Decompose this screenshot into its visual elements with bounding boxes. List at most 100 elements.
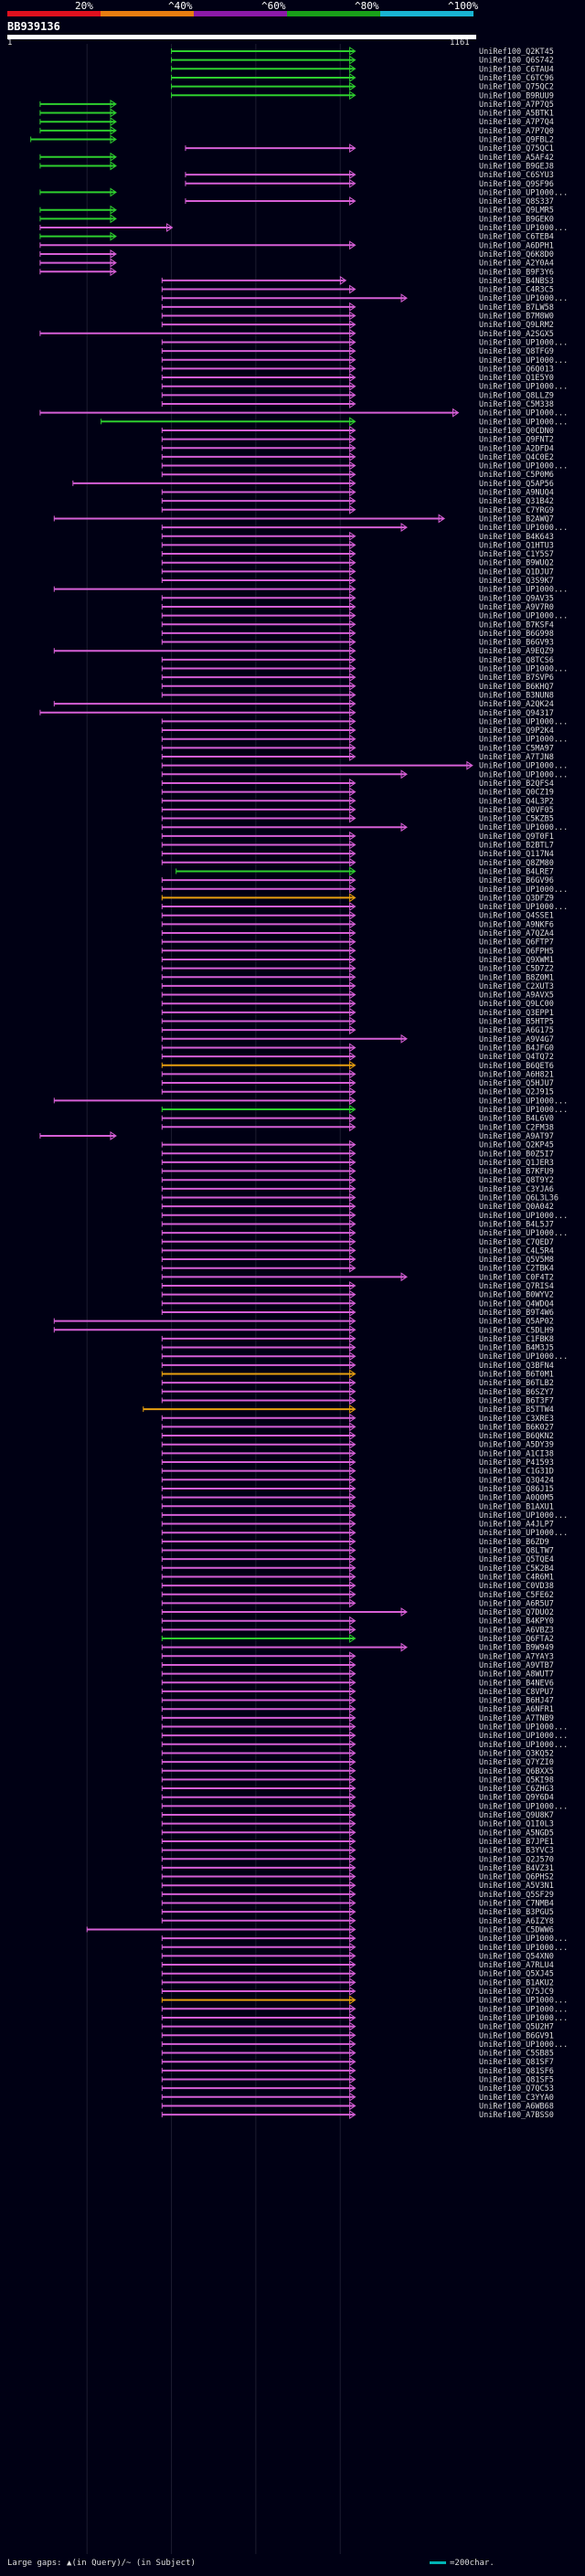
hit-row[interactable]: UniRef100_Q8TFG9 <box>161 346 554 356</box>
hit-label[interactable]: UniRef100_A2SGX5 <box>479 330 554 339</box>
hit-row[interactable]: UniRef100_B6GV96 <box>161 875 554 885</box>
hit-label[interactable]: UniRef100_Q81SF5 <box>479 2076 554 2085</box>
hit-row[interactable]: UniRef100_Q9Y6D4 <box>161 1792 554 1803</box>
hit-label[interactable]: UniRef100_C5D7Z2 <box>479 965 554 974</box>
hit-row[interactable]: UniRef100_A9V4G7 <box>161 1034 554 1044</box>
hit-row[interactable]: UniRef100_A9AVX5 <box>161 990 554 1001</box>
hit-label[interactable]: UniRef100_Q4SSE1 <box>479 912 554 921</box>
hit-row[interactable]: UniRef100_Q9LC00 <box>161 999 554 1009</box>
hit-label[interactable]: UniRef100_C4L5R4 <box>479 1246 554 1256</box>
hit-row[interactable]: UniRef100_Q5TQE4 <box>161 1554 554 1564</box>
hit-label[interactable]: UniRef100_UP1000... <box>479 1352 568 1362</box>
hit-label[interactable]: UniRef100_C5P0M6 <box>479 471 554 480</box>
hit-row[interactable]: UniRef100_Q4TQ72 <box>161 1052 554 1062</box>
hit-label[interactable]: UniRef100_UP1000... <box>479 1732 568 1741</box>
hit-row[interactable]: UniRef100_C5D7Z2 <box>161 963 554 974</box>
hit-row[interactable]: UniRef100_UP1000... <box>161 1510 568 1521</box>
hit-row[interactable]: UniRef100_C5DLH9 <box>53 1325 554 1335</box>
hit-label[interactable]: UniRef100_Q9Y6D4 <box>479 1794 554 1803</box>
hit-row[interactable]: UniRef100_UP1000... <box>101 417 569 427</box>
hit-row[interactable]: UniRef100_C7QED7 <box>161 1236 554 1247</box>
hit-label[interactable]: UniRef100_UP1000... <box>479 224 568 233</box>
hit-label[interactable]: UniRef100_B6QKN2 <box>479 1432 554 1441</box>
hit-label[interactable]: UniRef100_Q94317 <box>479 709 554 718</box>
hit-label[interactable]: UniRef100_Q6S742 <box>479 57 554 66</box>
hit-label[interactable]: UniRef100_Q7QC53 <box>479 2084 554 2094</box>
hit-row[interactable]: UniRef100_UP1000... <box>161 822 568 832</box>
hit-label[interactable]: UniRef100_A2Y0A4 <box>479 260 554 269</box>
hit-row[interactable]: UniRef100_UP1000... <box>161 1934 568 1944</box>
hit-row[interactable]: UniRef100_Q7YZI0 <box>161 1757 554 1767</box>
hit-label[interactable]: UniRef100_UP1000... <box>479 1935 568 1944</box>
hit-row[interactable]: UniRef100_C1FBK8 <box>161 1333 554 1344</box>
hit-row[interactable]: UniRef100_UP1000... <box>161 461 568 472</box>
hit-label[interactable]: UniRef100_A4JLP7 <box>479 1521 554 1530</box>
hit-row[interactable]: UniRef100_B6K027 <box>161 1422 554 1432</box>
hit-row[interactable]: UniRef100_B6TLB2 <box>161 1378 554 1388</box>
hit-label[interactable]: UniRef100_B2QFS4 <box>479 779 554 789</box>
hit-label[interactable]: UniRef100_B7LW58 <box>479 303 554 313</box>
hit-label[interactable]: UniRef100_A9V7R0 <box>479 603 554 612</box>
hit-label[interactable]: UniRef100_A7QZA4 <box>479 929 554 938</box>
hit-row[interactable]: UniRef100_C3YYA0 <box>161 2092 554 2103</box>
hit-row[interactable]: UniRef100_UP1000... <box>161 2004 568 2014</box>
hit-label[interactable]: UniRef100_A2QK24 <box>479 700 554 709</box>
hit-row[interactable]: UniRef100_B6T0M1 <box>161 1369 554 1380</box>
hit-row[interactable]: UniRef100_A7P7Q4 <box>39 117 554 127</box>
hit-row[interactable]: UniRef100_A5DY39 <box>161 1439 554 1450</box>
hit-row[interactable]: UniRef100_C5SB85 <box>161 2048 554 2059</box>
hit-row[interactable]: UniRef100_Q9P2K4 <box>161 726 554 736</box>
hit-label[interactable]: UniRef100_Q3S9K7 <box>479 577 554 586</box>
hit-row[interactable]: UniRef100_A1CI38 <box>161 1448 554 1458</box>
hit-label[interactable]: UniRef100_Q8S337 <box>479 197 554 207</box>
hit-row[interactable]: UniRef100_B6GV93 <box>161 637 554 648</box>
hit-label[interactable]: UniRef100_A6R5U7 <box>479 1599 554 1608</box>
hit-row[interactable]: UniRef100_B6GV91 <box>161 2030 554 2041</box>
hit-row[interactable]: UniRef100_B9GEJ8 <box>39 161 554 171</box>
hit-row[interactable]: UniRef100_B5TTW4 <box>143 1405 554 1415</box>
hit-row[interactable]: UniRef100_C4R3C5 <box>161 284 554 295</box>
hit-row[interactable]: UniRef100_C6TEB4 <box>39 231 554 242</box>
hit-label[interactable]: UniRef100_C6TC96 <box>479 74 554 83</box>
hit-row[interactable]: UniRef100_Q5U2H7 <box>161 2021 554 2032</box>
hit-label[interactable]: UniRef100_Q5AP56 <box>479 480 554 489</box>
hit-label[interactable]: UniRef100_Q117N4 <box>479 850 554 859</box>
hit-row[interactable]: UniRef100_C1G31D <box>161 1466 554 1477</box>
hit-row[interactable]: UniRef100_C3YJA6 <box>161 1183 554 1194</box>
hit-label[interactable]: UniRef100_A7P7Q4 <box>479 118 554 127</box>
hit-row[interactable]: UniRef100_Q2J915 <box>161 1087 554 1097</box>
hit-label[interactable]: UniRef100_UP1000... <box>479 356 568 366</box>
hit-row[interactable]: UniRef100_Q81SF6 <box>161 2065 554 2076</box>
hit-label[interactable]: UniRef100_B0Z5I7 <box>479 1150 554 1159</box>
hit-label[interactable]: UniRef100_Q2J570 <box>479 1855 554 1864</box>
hit-label[interactable]: UniRef100_Q1E5Y0 <box>479 374 554 383</box>
hit-label[interactable]: UniRef100_UP1000... <box>479 294 568 303</box>
hit-row[interactable]: UniRef100_A4JLP7 <box>161 1519 554 1530</box>
hit-label[interactable]: UniRef100_Q6FPH5 <box>479 947 554 956</box>
hit-row[interactable]: UniRef100_A5BTK1 <box>39 108 554 119</box>
hit-row[interactable]: UniRef100_UP1000... <box>161 381 568 392</box>
hit-label[interactable]: UniRef100_A6VBZ3 <box>479 1626 554 1635</box>
hit-label[interactable]: UniRef100_B1AXU1 <box>479 1502 554 1511</box>
hit-label[interactable]: UniRef100_UP1000... <box>479 1511 568 1521</box>
hit-row[interactable]: UniRef100_Q9LRM2 <box>161 320 554 330</box>
hit-label[interactable]: UniRef100_B2AWQ7 <box>479 514 554 524</box>
hit-label[interactable]: UniRef100_Q3BFN4 <box>479 1362 554 1371</box>
hit-label[interactable]: UniRef100_B9GEK0 <box>479 215 554 224</box>
hit-label[interactable]: UniRef100_Q8LTW7 <box>479 1547 554 1556</box>
hit-row[interactable]: UniRef100_UP1000... <box>161 663 568 674</box>
hit-label[interactable]: UniRef100_UP1000... <box>479 1106 568 1115</box>
hit-row[interactable]: UniRef100_Q0CZ19 <box>161 787 554 798</box>
hit-row[interactable]: UniRef100_B9T4W6 <box>161 1308 554 1318</box>
hit-label[interactable]: UniRef100_Q54XN0 <box>479 1952 554 1961</box>
hit-row[interactable]: UniRef100_Q9XWM1 <box>161 955 554 965</box>
hit-row[interactable]: UniRef100_Q3Q424 <box>161 1475 554 1485</box>
hit-row[interactable]: UniRef100_B2BTL7 <box>161 840 554 851</box>
hit-row[interactable]: UniRef100_B4LRE7 <box>176 866 554 876</box>
hit-label[interactable]: UniRef100_B3NUN8 <box>479 691 554 700</box>
hit-row[interactable]: UniRef100_C6TC96 <box>171 73 554 83</box>
hit-label[interactable]: UniRef100_A9VTB7 <box>479 1661 554 1670</box>
hit-label[interactable]: UniRef100_UP1000... <box>479 1097 568 1106</box>
hit-label[interactable]: UniRef100_B7KSF4 <box>479 620 554 630</box>
hit-row[interactable]: UniRef100_C3XRE3 <box>161 1413 554 1424</box>
